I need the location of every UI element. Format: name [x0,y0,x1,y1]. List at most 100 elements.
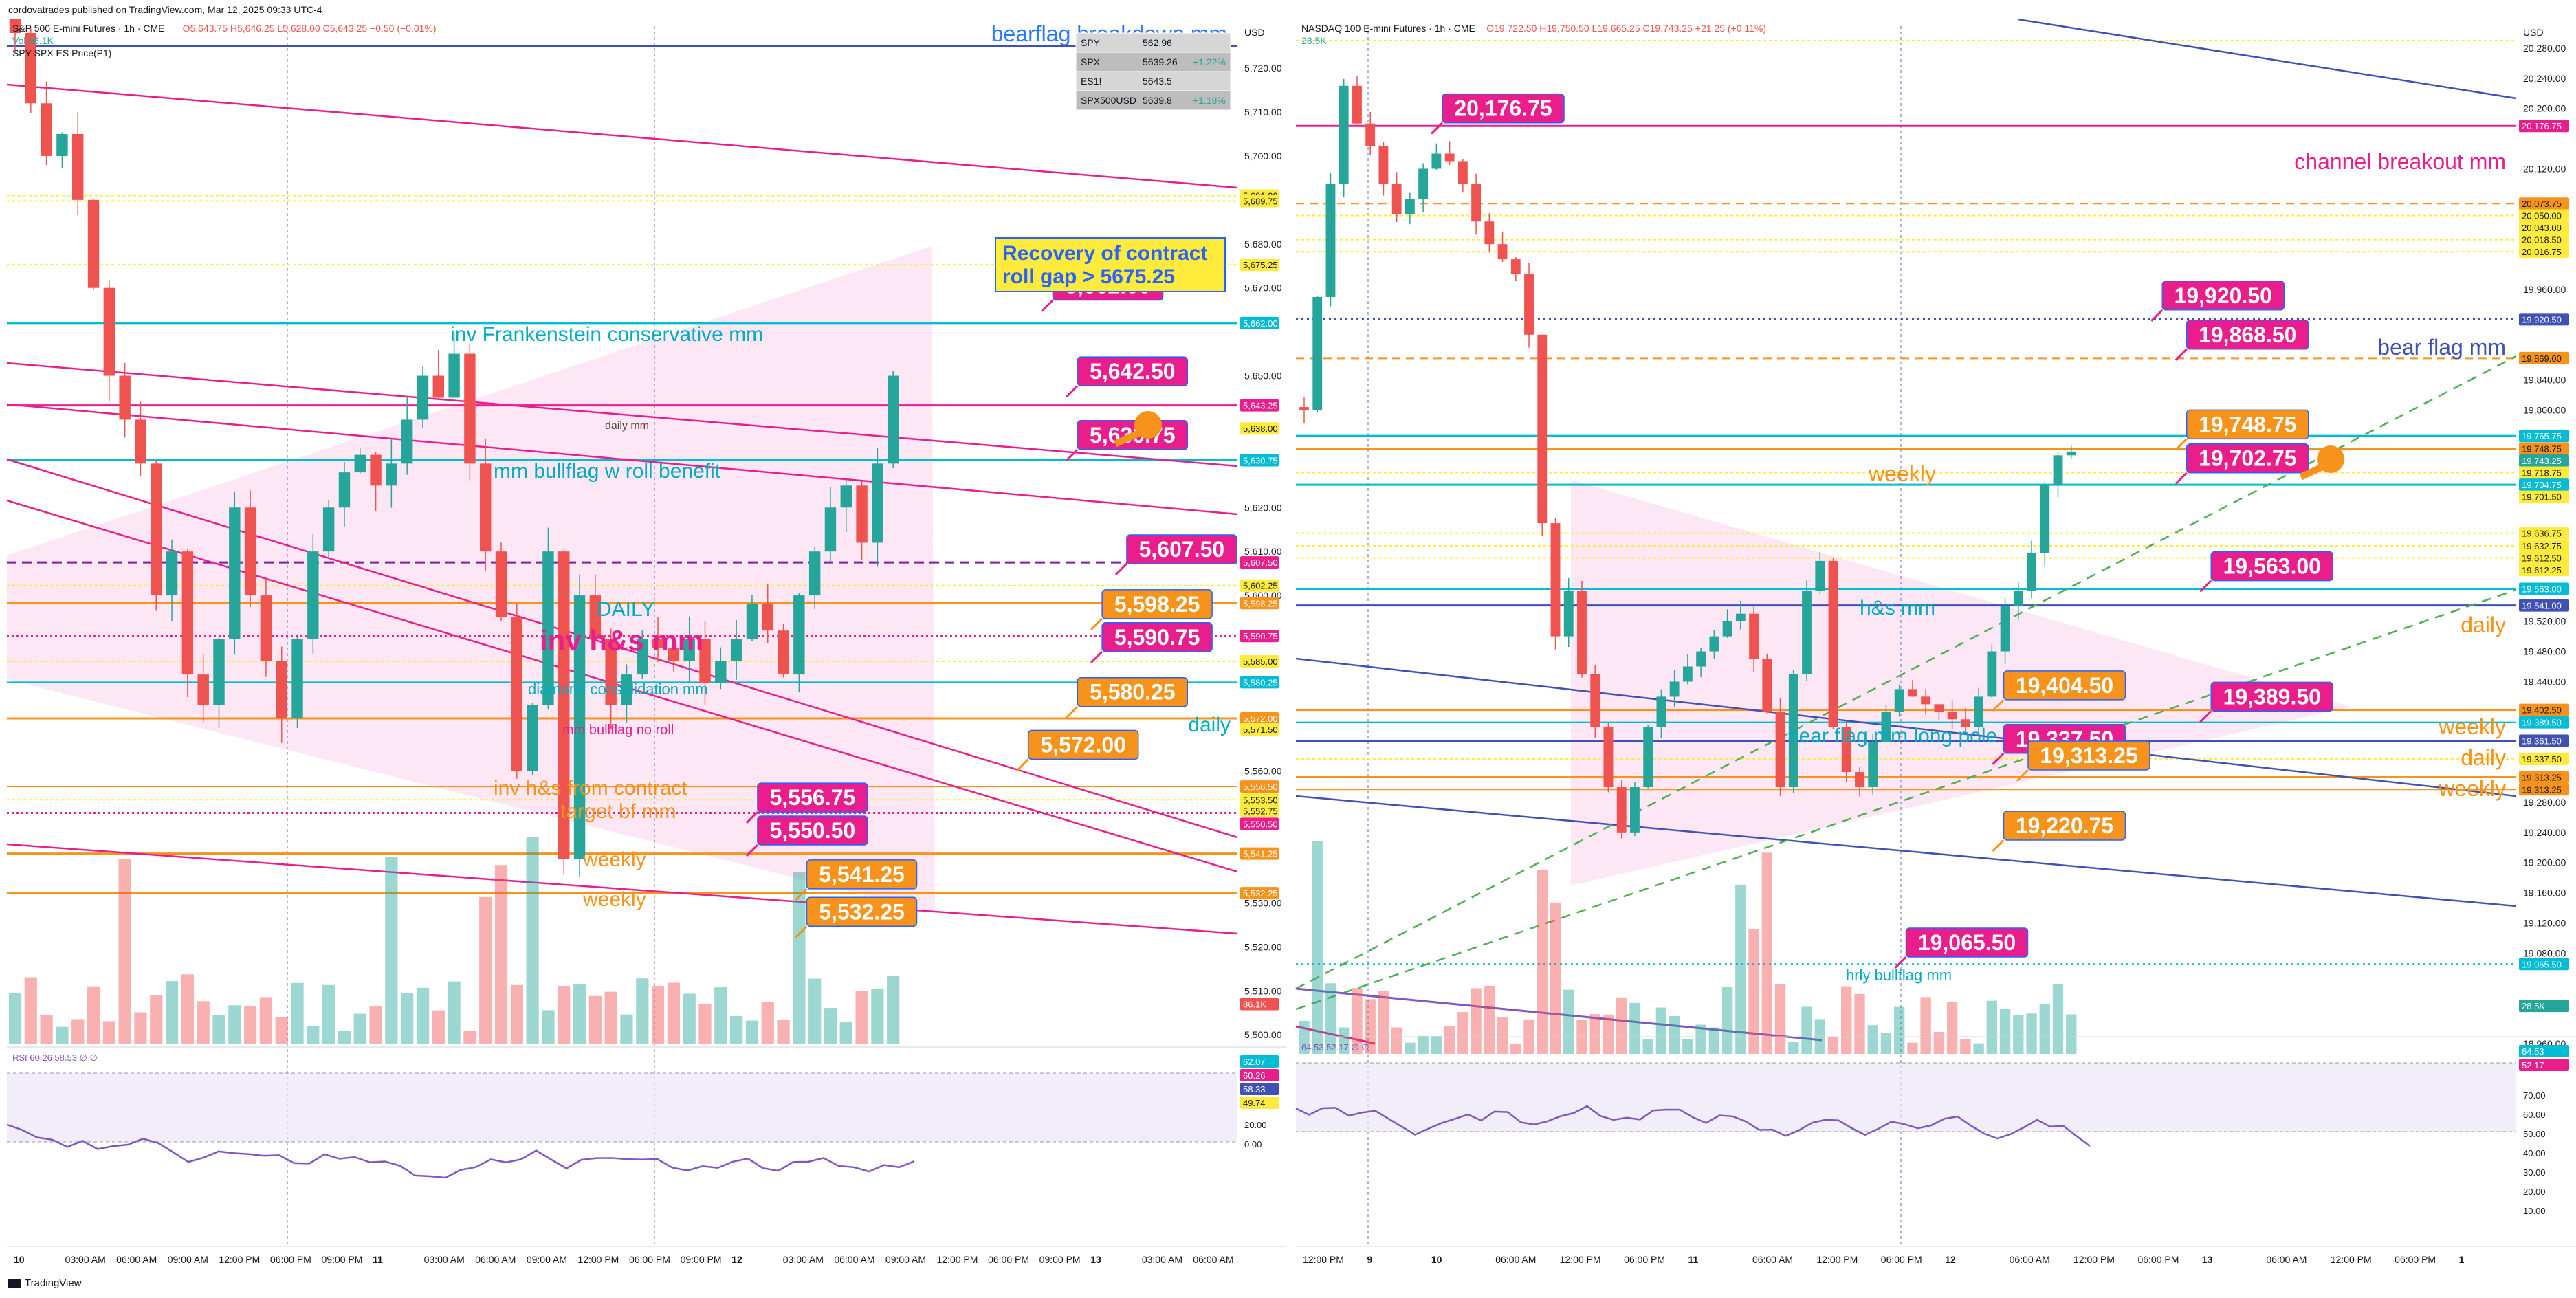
candle-body[interactable] [307,551,319,639]
trend-line[interactable] [6,83,1238,189]
trend-line[interactable] [2017,19,2517,100]
candle-body[interactable] [1669,681,1680,697]
candle-body[interactable] [1431,153,1442,169]
trend-line[interactable] [1295,657,2517,798]
candle-body[interactable] [2040,485,2050,553]
candle-body[interactable] [1722,621,1732,637]
candle-body[interactable] [589,595,602,639]
candle-body[interactable] [276,661,287,719]
candle-body[interactable] [1881,712,1891,742]
candle-body[interactable] [2066,451,2076,456]
candle-body[interactable] [1709,636,1719,652]
tradingview-logo[interactable]: TradingView [8,1277,82,1289]
candle-body[interactable] [1868,742,1878,788]
watchlist-table[interactable]: SPY 562.96 SPX 5639.26 +1.22% ES1! 5643.5 SPX50… [1075,32,1231,111]
candle-body[interactable] [1815,560,1825,591]
candle-body[interactable] [25,33,37,104]
price-callout[interactable]: 5,607.50 [1114,534,1237,576]
candle-body[interactable] [197,674,209,705]
left-time-axis[interactable]: 10 03:00 AM 06:00 AM 09:00 AM 12:00 PM 06:00 … [7,1246,1286,1265]
price-callout[interactable]: 5,550.50 [745,815,868,857]
right-rsi-pane[interactable]: 64.53 52.17 ∅ ∅ 70.00 60.00 50.00 40.00 30.00… [1295,1036,2576,1216]
price-callout[interactable]: 19,404.50 [1992,670,2126,712]
candle-body[interactable] [401,419,413,464]
candle-body[interactable] [119,375,131,420]
candle-body[interactable] [605,639,617,705]
candle-body[interactable] [229,507,241,639]
candle-body[interactable] [778,630,789,675]
candle-body[interactable] [1484,221,1495,245]
candle-body[interactable] [1405,199,1415,214]
candle-body[interactable] [2013,591,2023,606]
candle-body[interactable] [291,639,303,719]
candle-body[interactable] [730,639,742,661]
candle-body[interactable] [464,353,476,464]
trend-line[interactable] [6,458,1238,839]
candle-body[interactable] [244,507,256,596]
candle-body[interactable] [1921,696,1931,705]
candle-body[interactable] [322,507,335,552]
candle-body[interactable] [151,463,162,596]
candle-body[interactable] [746,604,758,639]
candle-body[interactable] [1682,666,1693,682]
price-callout[interactable]: 19,920.50 [2150,280,2285,322]
price-callout[interactable]: 5,572.00 [1016,729,1139,771]
price-callout[interactable]: 5,598.25 [1090,589,1213,630]
candle-body[interactable] [511,617,523,771]
chart-canvas[interactable]: bearflag breakdown mminv Frankenstein co… [0,19,2576,1298]
candle-body[interactable] [715,661,727,683]
right-chart-panel[interactable]: channel breakout mm bear flag mm weekly h&s… [1295,19,2576,1265]
candle-body[interactable] [213,639,225,705]
candle-body[interactable] [840,485,852,508]
trend-line[interactable] [1295,987,1823,1042]
candle-body[interactable] [762,604,773,631]
candle-body[interactable] [9,19,21,33]
price-callout[interactable]: 19,563.00 [2199,551,2333,593]
candle-body[interactable] [1418,168,1429,199]
candle-body[interactable] [166,551,178,596]
candle-body[interactable] [1312,296,1323,410]
trend-line[interactable] [1295,355,2517,990]
candle-body[interactable] [542,551,554,705]
candle-body[interactable] [527,705,538,771]
candle-body[interactable] [2027,553,2036,591]
candle-body[interactable] [1497,244,1508,260]
price-callout[interactable]: 19,748.75 [2175,409,2309,451]
candle-body[interactable] [480,463,492,552]
candle-body[interactable] [621,674,632,705]
candle-body[interactable] [1987,651,1997,697]
price-callout[interactable]: 5,642.50 [1066,356,1189,398]
left-rsi-pane[interactable]: RSI 60.26 58.53 ∅ ∅40.0020.000.0062.0760… [6,1046,1286,1179]
candle-body[interactable] [386,463,397,486]
candle-body[interactable] [808,551,821,596]
price-callout[interactable]: 5,590.75 [1090,622,1213,663]
candle-body[interactable] [1563,591,1574,637]
candle-body[interactable] [668,648,680,661]
price-callout[interactable]: 5,580.25 [1066,676,1189,718]
candle-body[interactable] [1643,727,1653,788]
candle-body[interactable] [72,134,84,200]
candle-body[interactable] [1325,184,1336,297]
candle-body[interactable] [1616,787,1627,833]
candle-body[interactable] [1788,674,1798,788]
candle-body[interactable] [1299,407,1309,410]
candle-body[interactable] [1457,161,1468,184]
price-callout[interactable]: 19,868.50 [2175,320,2309,361]
trend-line[interactable] [6,362,1238,468]
candle-body[interactable] [573,595,586,859]
candle-body[interactable] [417,375,429,420]
candle-body[interactable] [1934,704,1944,712]
candle-body[interactable] [370,454,382,486]
trend-line[interactable] [6,403,1238,516]
candle-body[interactable] [856,485,868,543]
candle-body[interactable] [260,595,272,661]
candle-body[interactable] [1802,591,1812,674]
candle-body[interactable] [1577,591,1587,674]
left-chart-panel[interactable]: bearflag breakdown mminv Frankenstein co… [6,19,1286,1265]
candle-body[interactable] [1855,772,1864,788]
candle-body[interactable] [637,639,648,675]
trend-line[interactable] [6,843,1238,935]
candle-body[interactable] [1550,523,1561,637]
candle-body[interactable] [652,639,664,648]
